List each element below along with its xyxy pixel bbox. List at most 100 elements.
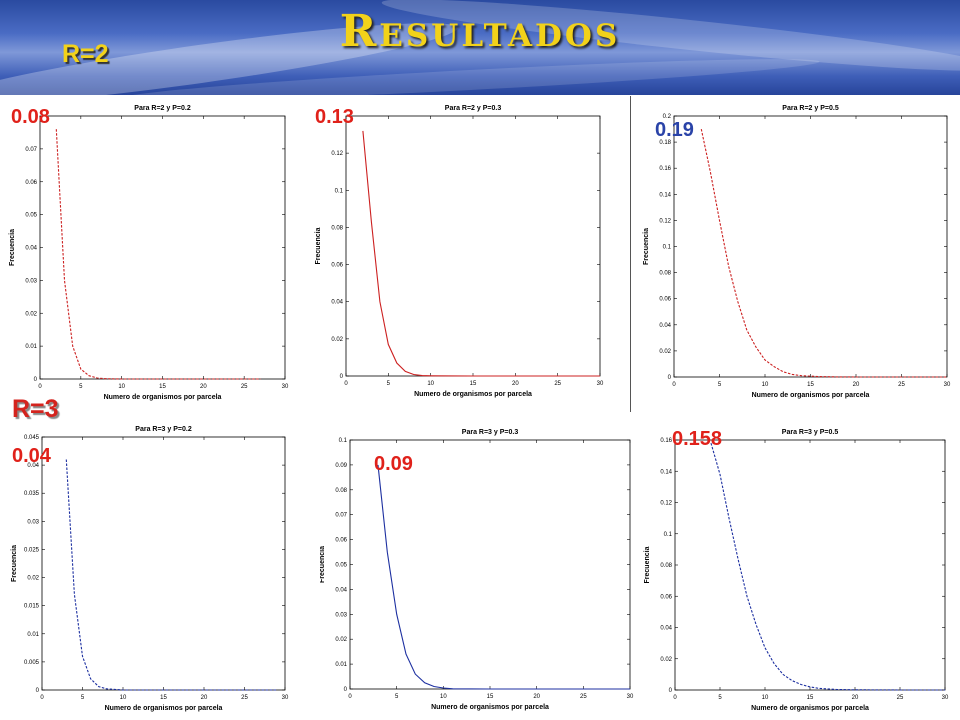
x-axis-label: Numero de organismos por parcela xyxy=(752,392,870,399)
y-tick-label: 0.035 xyxy=(24,491,40,497)
x-tick-label: 15 xyxy=(160,695,167,701)
y-tick-label: 0.06 xyxy=(660,594,672,600)
y-tick-label: 0.2 xyxy=(663,114,672,120)
chart-title: Para R=3 y P=0.5 xyxy=(782,429,839,436)
x-tick-label: 30 xyxy=(942,695,949,701)
y-tick-label: 0.05 xyxy=(335,563,347,569)
x-tick-label: 15 xyxy=(159,384,166,390)
x-tick-label: 30 xyxy=(944,382,951,388)
y-tick-label: 0.005 xyxy=(24,660,40,666)
y-tick-label: 0.14 xyxy=(659,192,671,198)
chart-r3-p03: Para R=3 y P=0.3 Numero de organismos por… xyxy=(320,429,634,711)
y-tick-label: 0.08 xyxy=(660,563,672,569)
chart-title: Para R=3 y P=0.3 xyxy=(462,429,519,436)
y-tick-label: 0.16 xyxy=(660,438,672,444)
x-tick-label: 30 xyxy=(282,384,289,390)
y-axis-label: Frecuencia xyxy=(320,546,326,583)
y-tick-label: 0.04 xyxy=(660,626,672,632)
annotation-r3-p02: 0.04 xyxy=(12,445,51,467)
y-tick-label: 0.01 xyxy=(335,662,347,668)
chart-title: Para R=2 y P=0.2 xyxy=(134,105,191,112)
y-tick-label: 0.045 xyxy=(24,435,40,441)
y-tick-label: 0.04 xyxy=(27,463,39,469)
plot-frame xyxy=(345,115,601,377)
chart-r2-p05: Para R=2 y P=0.5 Numero de organismos por… xyxy=(643,105,951,399)
r2-section-label: R=2 xyxy=(62,40,109,68)
x-tick-label: 10 xyxy=(118,384,125,390)
y-tick-label: 0.1 xyxy=(339,438,348,444)
y-tick-label: 0.12 xyxy=(331,151,343,157)
x-tick-label: 10 xyxy=(120,695,127,701)
y-tick-label: 0.02 xyxy=(659,349,671,355)
x-tick-label: 15 xyxy=(807,382,814,388)
y-tick-label: 0.09 xyxy=(335,463,347,469)
x-tick-label: 15 xyxy=(487,694,494,700)
y-tick-label: 0.1 xyxy=(664,532,673,538)
x-tick-label: 25 xyxy=(554,381,561,387)
y-tick-label: 0 xyxy=(668,375,672,381)
x-tick-label: 0 xyxy=(344,381,348,387)
x-tick-label: 0 xyxy=(672,382,676,388)
x-tick-label: 30 xyxy=(282,695,289,701)
x-axis-label: Numero de organismos por parcela xyxy=(751,705,869,712)
x-tick-label: 25 xyxy=(241,695,248,701)
y-tick-label: 0.04 xyxy=(25,246,37,252)
annotation-r2-p03: 0.13 xyxy=(315,106,354,128)
y-tick-label: 0.12 xyxy=(659,218,671,224)
y-tick-label: 0.1 xyxy=(335,188,344,194)
y-tick-label: 0.02 xyxy=(660,657,672,663)
x-axis-label: Numero de organismos por parcela xyxy=(431,704,549,711)
x-tick-label: 20 xyxy=(853,382,860,388)
annotation-r2-p05: 0.19 xyxy=(655,119,694,141)
y-tick-label: 0.01 xyxy=(27,632,39,638)
x-tick-label: 5 xyxy=(81,695,85,701)
y-axis-label: Frecuencia xyxy=(643,228,650,265)
plot-frame xyxy=(673,115,948,378)
series-line xyxy=(55,129,261,380)
x-tick-label: 20 xyxy=(852,695,859,701)
y-tick-label: 0.04 xyxy=(331,300,343,306)
y-tick-label: 0.02 xyxy=(335,637,347,643)
chart-r2-p03: Para R=2 y P=0.3 Numero de organismos por… xyxy=(315,105,604,398)
series-line xyxy=(710,442,945,691)
x-tick-label: 5 xyxy=(718,695,722,701)
y-tick-label: 0.06 xyxy=(335,538,347,544)
chart-title: Para R=3 y P=0.2 xyxy=(135,426,192,433)
x-tick-label: 20 xyxy=(201,695,208,701)
y-tick-label: 0.06 xyxy=(331,263,343,269)
r3-section-label: R=3 xyxy=(12,395,59,423)
x-tick-label: 5 xyxy=(395,694,399,700)
divider-line xyxy=(630,96,631,412)
x-tick-label: 30 xyxy=(597,381,604,387)
y-tick-label: 0.03 xyxy=(27,519,39,525)
chart-r3-p02: Para R=3 y P=0.2 Numero de organismos por… xyxy=(11,426,289,712)
y-tick-label: 0.04 xyxy=(335,587,347,593)
y-tick-label: 0.08 xyxy=(659,271,671,277)
x-axis-label: Numero de organismos por parcela xyxy=(104,394,222,401)
x-tick-label: 15 xyxy=(807,695,814,701)
x-tick-label: 25 xyxy=(897,695,904,701)
series-line xyxy=(700,128,947,378)
y-tick-label: 0.04 xyxy=(659,323,671,329)
chart-r3-p05: Para R=3 y P=0.5 Numero de organismos por… xyxy=(644,429,949,712)
chart-title: Para R=2 y P=0.3 xyxy=(445,105,502,112)
x-tick-label: 10 xyxy=(762,382,769,388)
x-tick-label: 0 xyxy=(348,694,352,700)
y-tick-label: 0.03 xyxy=(335,612,347,618)
y-tick-label: 0.18 xyxy=(659,140,671,146)
plot-frame xyxy=(674,439,946,691)
x-tick-label: 20 xyxy=(533,694,540,700)
y-tick-label: 0.02 xyxy=(331,337,343,343)
x-tick-label: 25 xyxy=(898,382,905,388)
y-tick-label: 0.015 xyxy=(24,604,40,610)
y-tick-label: 0.02 xyxy=(25,311,37,317)
y-tick-label: 0 xyxy=(669,688,673,694)
y-tick-label: 0.14 xyxy=(660,469,672,475)
y-tick-label: 0 xyxy=(340,374,344,380)
y-tick-label: 0.16 xyxy=(659,166,671,172)
x-tick-label: 15 xyxy=(470,381,477,387)
x-axis-label: Numero de organismos por parcela xyxy=(414,391,532,398)
x-axis-label: Numero de organismos por parcela xyxy=(105,705,223,712)
y-tick-label: 0.06 xyxy=(659,297,671,303)
x-tick-label: 5 xyxy=(718,382,722,388)
